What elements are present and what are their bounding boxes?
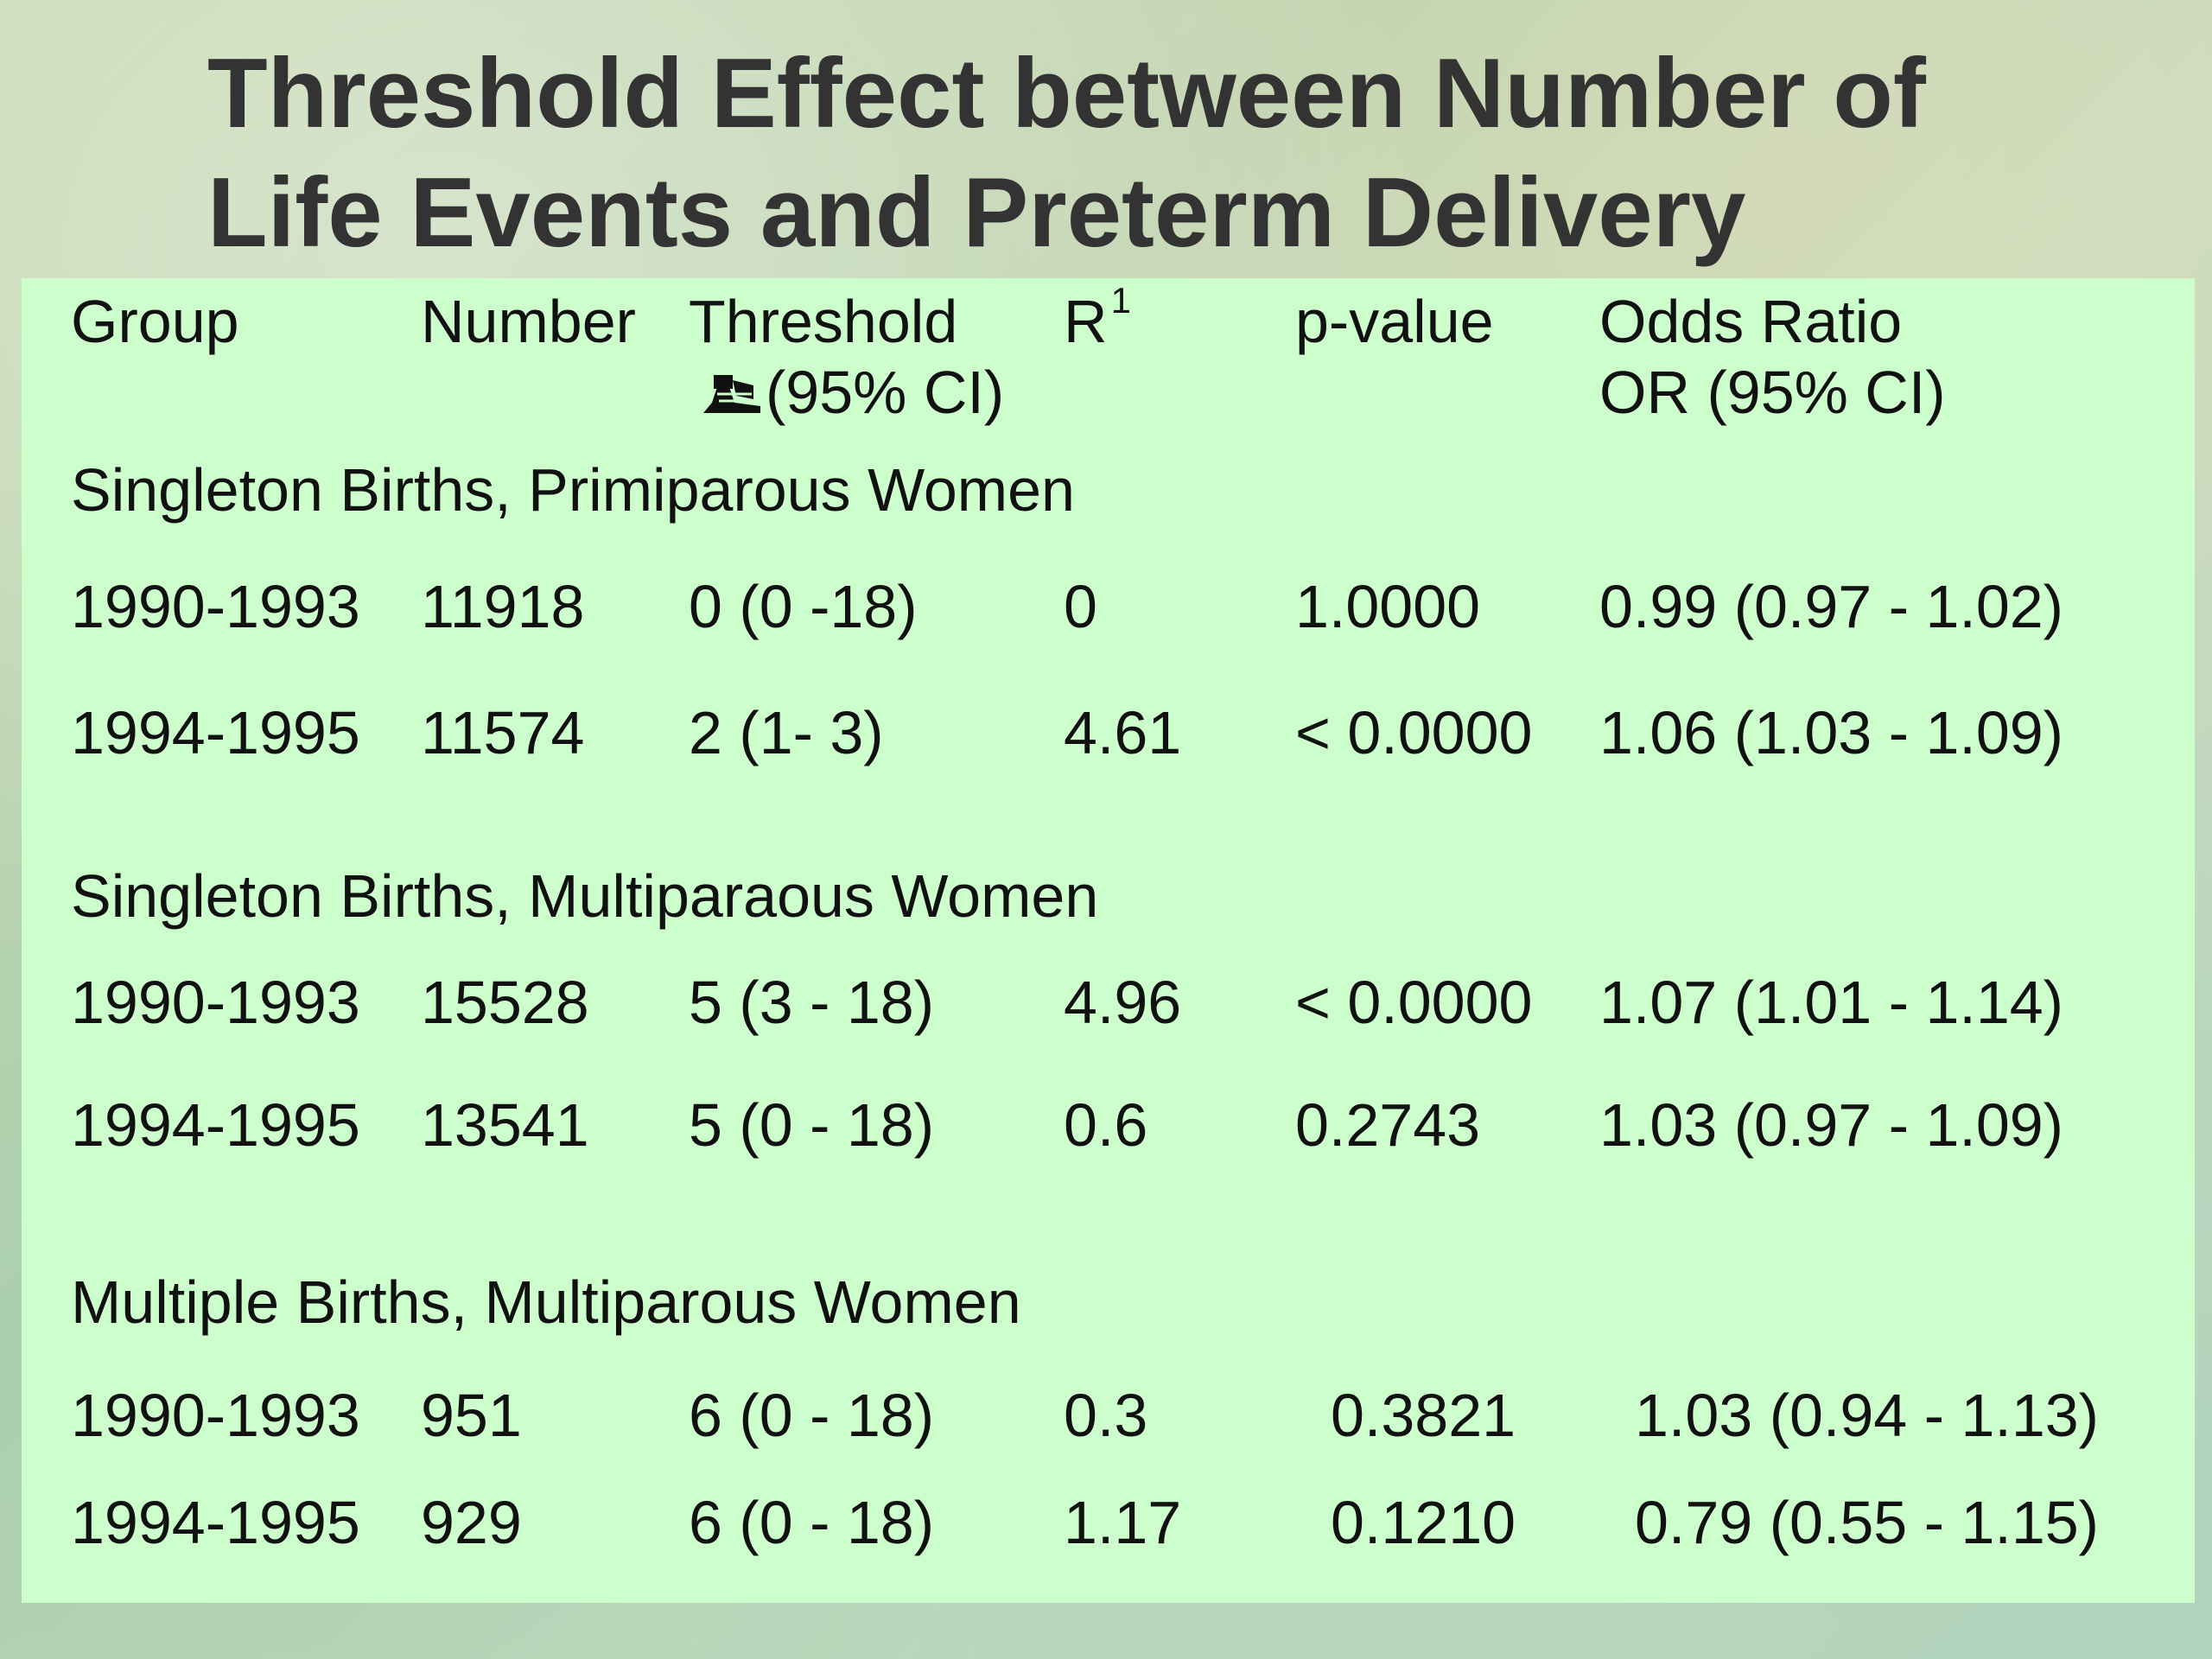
cell-number: 11574	[421, 699, 585, 766]
cell-odds: 1.06 (1.03 - 1.09)	[1599, 699, 2063, 766]
cell-r: 0.6	[1064, 1091, 1148, 1159]
cell-pvalue: 1.0000	[1295, 573, 1481, 640]
cell-group: 1990-1993	[71, 1382, 360, 1449]
lamp-icon	[700, 361, 764, 413]
header-r: R1	[1064, 280, 1131, 365]
cell-group: 1994-1995	[71, 1091, 360, 1159]
cell-r: 0.3	[1064, 1382, 1148, 1449]
header-group: Group	[71, 288, 239, 355]
cell-r: 4.96	[1064, 969, 1182, 1036]
cell-group: 1990-1993	[71, 969, 360, 1036]
r-label: R	[1064, 288, 1108, 355]
header-number: Number	[421, 288, 636, 355]
cell-group: 1994-1995	[71, 699, 360, 766]
results-table: Group Number Threshold (95% CI) R1 p-val…	[22, 278, 2195, 1603]
cell-odds: 1.07 (1.01 - 1.14)	[1599, 969, 2063, 1036]
cell-odds: 0.79 (0.55 - 1.15)	[1635, 1489, 2099, 1556]
cell-odds: 1.03 (0.97 - 1.09)	[1599, 1091, 2063, 1159]
section-label: Singleton Births, Multiparaous Women	[71, 862, 1099, 930]
cell-threshold: 2 (1- 3)	[689, 699, 884, 766]
slide-title: Threshold Effect between Number of Life …	[207, 35, 2108, 273]
cell-threshold: 5 (0 - 18)	[689, 1091, 934, 1159]
header-odds: Odds Ratio	[1599, 288, 1903, 355]
cell-number: 15528	[421, 969, 589, 1036]
cell-pvalue: < 0.0000	[1295, 699, 1533, 766]
header-threshold-ci: (95% CI)	[700, 358, 1004, 427]
header-odds-ci: OR (95% CI)	[1599, 359, 1946, 426]
cell-pvalue: 0.3821	[1331, 1382, 1516, 1449]
cell-group: 1990-1993	[71, 573, 360, 640]
cell-pvalue: < 0.0000	[1295, 969, 1533, 1036]
section-label: Multiple Births, Multiparous Women	[71, 1268, 1021, 1336]
cell-threshold: 6 (0 - 18)	[689, 1382, 934, 1449]
cell-odds: 1.03 (0.94 - 1.13)	[1635, 1382, 2099, 1449]
cell-number: 13541	[421, 1091, 589, 1159]
r-superscript: 1	[1110, 280, 1131, 321]
cell-r: 4.61	[1064, 699, 1182, 766]
header-threshold: Threshold	[689, 288, 958, 355]
cell-threshold: 6 (0 - 18)	[689, 1489, 934, 1556]
cell-number: 11918	[421, 573, 585, 640]
header-pvalue: p-value	[1295, 288, 1494, 355]
cell-pvalue: 0.2743	[1295, 1091, 1481, 1159]
cell-r: 1.17	[1064, 1489, 1182, 1556]
section-label: Singleton Births, Primiparous Women	[71, 456, 1075, 524]
cell-threshold: 5 (3 - 18)	[689, 969, 934, 1036]
cell-pvalue: 0.1210	[1331, 1489, 1516, 1556]
cell-odds: 0.99 (0.97 - 1.02)	[1599, 573, 2063, 640]
cell-group: 1994-1995	[71, 1489, 360, 1556]
cell-number: 951	[421, 1382, 522, 1449]
cell-number: 929	[421, 1489, 522, 1556]
cell-threshold: 0 (0 -18)	[689, 573, 918, 640]
title-line-2: Life Events and Preterm Delivery	[207, 158, 1746, 268]
threshold-ci-label: (95% CI)	[766, 359, 1005, 426]
cell-r: 0	[1064, 573, 1097, 640]
title-line-1: Threshold Effect between Number of	[207, 39, 1926, 149]
